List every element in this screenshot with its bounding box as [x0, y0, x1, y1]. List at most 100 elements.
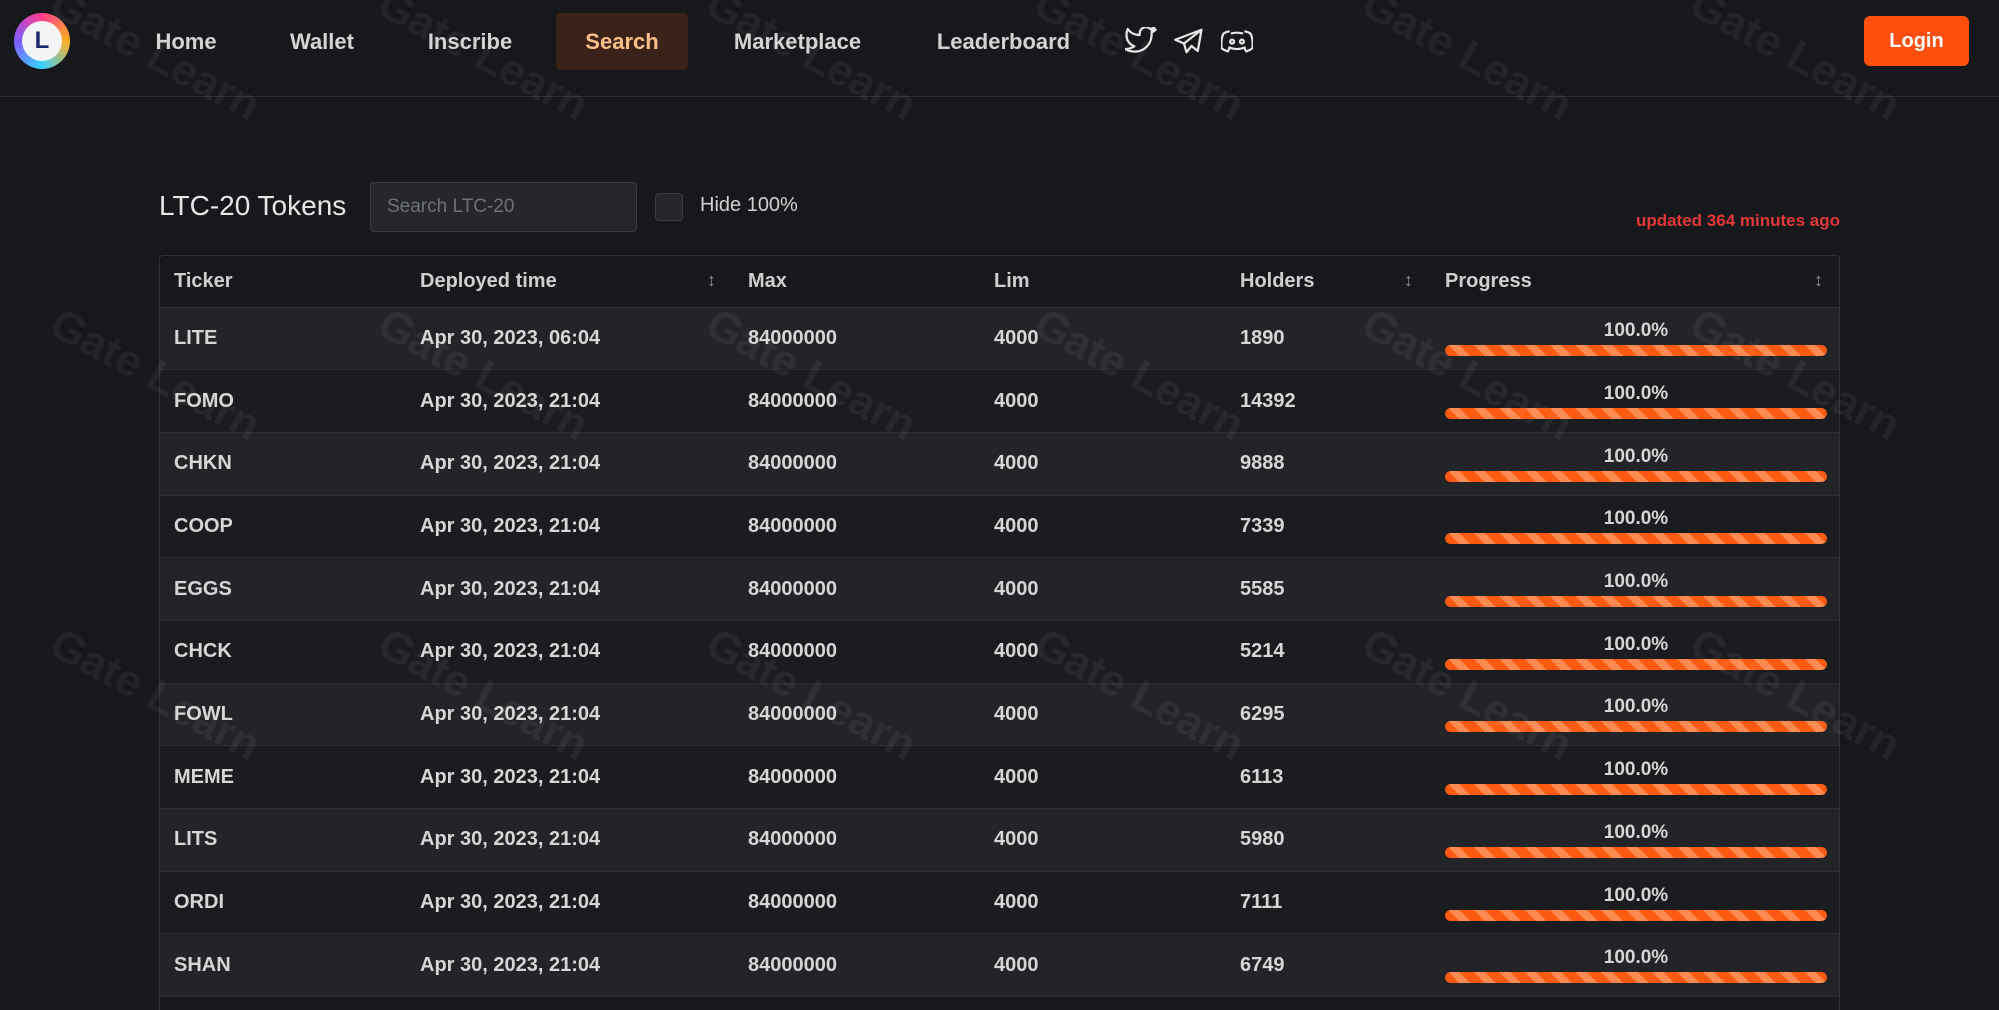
progress-bar-fill — [1445, 972, 1827, 984]
cell-max: 84000000 — [734, 745, 980, 809]
table-row[interactable]: COOP Apr 30, 2023, 21:04 84000000 4000 7339 1… — [160, 495, 1839, 559]
cell-deployed-time: Apr 30, 2023, 21:04 — [406, 933, 734, 998]
cell-ticker: MEME — [160, 745, 406, 809]
header-ticker[interactable]: Ticker — [160, 256, 406, 308]
twitter-icon[interactable] — [1124, 24, 1158, 58]
app-logo[interactable]: L — [14, 13, 70, 69]
progress-label: 100.0% — [1603, 633, 1669, 655]
cell-deployed-time: Apr 30, 2023, 21:04 — [406, 683, 734, 747]
nav-leaderboard[interactable]: Leaderboard — [936, 28, 1071, 54]
table-header-row: Ticker Deployed time ↕ Max Lim Holders ↕ P… — [160, 256, 1839, 308]
cell-lim: 4000 — [980, 745, 1226, 809]
discord-icon[interactable] — [1220, 24, 1254, 58]
header-progress[interactable]: Progress ↕ — [1431, 256, 1839, 308]
cell-holders: 7339 — [1226, 495, 1431, 559]
cell-holders: 6749 — [1226, 933, 1431, 998]
progress-label: 100.0% — [1603, 821, 1669, 843]
logo-letter: L — [22, 21, 62, 61]
progress-bar-fill — [1445, 658, 1827, 670]
cell-deployed-time: Apr 30, 2023, 21:04 — [406, 432, 734, 496]
cell-ticker: LITS — [160, 808, 406, 872]
header-deployed-time[interactable]: Deployed time ↕ — [406, 256, 734, 308]
progress-bar — [1445, 658, 1827, 670]
cell-lim: 4000 — [980, 683, 1226, 747]
progress-bar — [1445, 345, 1827, 357]
cell-lim: 4000 — [980, 307, 1226, 371]
cell-holders: 6113 — [1226, 745, 1431, 809]
cell-deployed-time: Apr 30, 2023, 21:04 — [406, 369, 734, 433]
cell-ticker: EGGS — [160, 557, 406, 621]
cell-holders: 9888 — [1226, 432, 1431, 496]
page-title: LTC-20 Tokens — [159, 190, 347, 221]
progress-label: 100.0% — [1603, 759, 1669, 781]
table-row[interactable]: CHCK Apr 30, 2023, 21:04 84000000 4000 5214 1… — [160, 620, 1839, 684]
telegram-icon[interactable] — [1172, 24, 1206, 58]
cell-progress: 100.0% — [1431, 745, 1839, 809]
cell-progress: 100.0% — [1431, 933, 1839, 998]
search-input[interactable] — [370, 182, 637, 232]
progress-bar-fill — [1445, 721, 1827, 733]
table-row[interactable]: CHKN Apr 30, 2023, 21:04 84000000 4000 9888 1… — [160, 432, 1839, 496]
progress-bar-fill — [1445, 784, 1827, 796]
nav-home[interactable]: Home — [155, 28, 217, 54]
cell-max: 84000000 — [734, 871, 980, 935]
cell-progress: 100.0% — [1431, 557, 1839, 621]
progress-bar-fill — [1445, 470, 1827, 482]
cell-lim: 4000 — [980, 933, 1226, 998]
cell-progress: 100.0% — [1431, 871, 1839, 935]
header-lim[interactable]: Lim — [980, 256, 1226, 308]
header-holders[interactable]: Holders ↕ — [1226, 256, 1431, 308]
cell-deployed-time: Apr 30, 2023, 21:04 — [406, 745, 734, 809]
progress-bar — [1445, 408, 1827, 420]
progress-bar — [1445, 721, 1827, 733]
cell-lim: 4000 — [980, 620, 1226, 684]
cell-holders: 1890 — [1226, 307, 1431, 371]
sort-icon[interactable]: ↕ — [707, 270, 716, 290]
cell-max: 84000000 — [734, 369, 980, 433]
table-row[interactable]: EGGS Apr 30, 2023, 21:04 84000000 4000 5585 1… — [160, 557, 1839, 621]
cell-ticker: LITE — [160, 307, 406, 371]
cell-holders: 5585 — [1226, 557, 1431, 621]
cell-progress: 100.0% — [1431, 620, 1839, 684]
progress-bar-fill — [1445, 596, 1827, 608]
cell-max: 84000000 — [734, 432, 980, 496]
nav-search[interactable]: Search — [556, 13, 688, 70]
sort-icon[interactable]: ↕ — [1814, 270, 1823, 290]
progress-label: 100.0% — [1603, 947, 1669, 969]
top-navigation-bar: L Home Wallet Inscribe Search Marketplac… — [0, 0, 1999, 97]
cell-progress: 100.0% — [1431, 369, 1839, 433]
progress-label: 100.0% — [1603, 884, 1669, 906]
progress-bar-fill — [1445, 533, 1827, 545]
nav-marketplace[interactable]: Marketplace — [733, 28, 862, 54]
login-button[interactable]: Login — [1864, 16, 1969, 66]
cell-max: 84000000 — [734, 557, 980, 621]
cell-deployed-time: Apr 30, 2023, 21:04 — [406, 808, 734, 872]
progress-label: 100.0% — [1603, 508, 1669, 530]
cell-deployed-time: Apr 30, 2023, 21:04 — [406, 495, 734, 559]
cell-progress: 100.0% — [1431, 495, 1839, 559]
cell-lim: 4000 — [980, 808, 1226, 872]
table-row[interactable]: FOWL Apr 30, 2023, 21:04 84000000 4000 6295 1… — [160, 683, 1839, 747]
table-row[interactable]: LITS Apr 30, 2023, 21:04 84000000 4000 5980 1… — [160, 808, 1839, 872]
nav-wallet[interactable]: Wallet — [290, 28, 354, 54]
progress-label: 100.0% — [1603, 320, 1669, 342]
table-row[interactable]: MEME Apr 30, 2023, 21:04 84000000 4000 6113 1… — [160, 745, 1839, 809]
table-row[interactable]: FOMO Apr 30, 2023, 21:04 84000000 4000 14392… — [160, 369, 1839, 433]
table-row[interactable]: LITE Apr 30, 2023, 06:04 84000000 4000 1890 1… — [160, 307, 1839, 371]
cell-ticker: SHAN — [160, 933, 406, 998]
progress-bar — [1445, 972, 1827, 984]
cell-ticker: COOP — [160, 495, 406, 559]
hide-100-checkbox[interactable] — [655, 193, 683, 221]
cell-progress: 100.0% — [1431, 808, 1839, 872]
sort-icon[interactable]: ↕ — [1404, 270, 1413, 290]
table-row[interactable]: ORDI Apr 30, 2023, 21:04 84000000 4000 7111 1… — [160, 871, 1839, 935]
nav-inscribe[interactable]: Inscribe — [427, 28, 513, 54]
cell-lim: 4000 — [980, 495, 1226, 559]
progress-bar — [1445, 784, 1827, 796]
header-max[interactable]: Max — [734, 256, 980, 308]
progress-bar — [1445, 533, 1827, 545]
progress-label: 100.0% — [1603, 571, 1669, 593]
cell-holders: 7111 — [1226, 871, 1431, 935]
cell-max: 84000000 — [734, 495, 980, 559]
table-row[interactable]: SHAN Apr 30, 2023, 21:04 84000000 4000 6749 1… — [160, 933, 1839, 998]
